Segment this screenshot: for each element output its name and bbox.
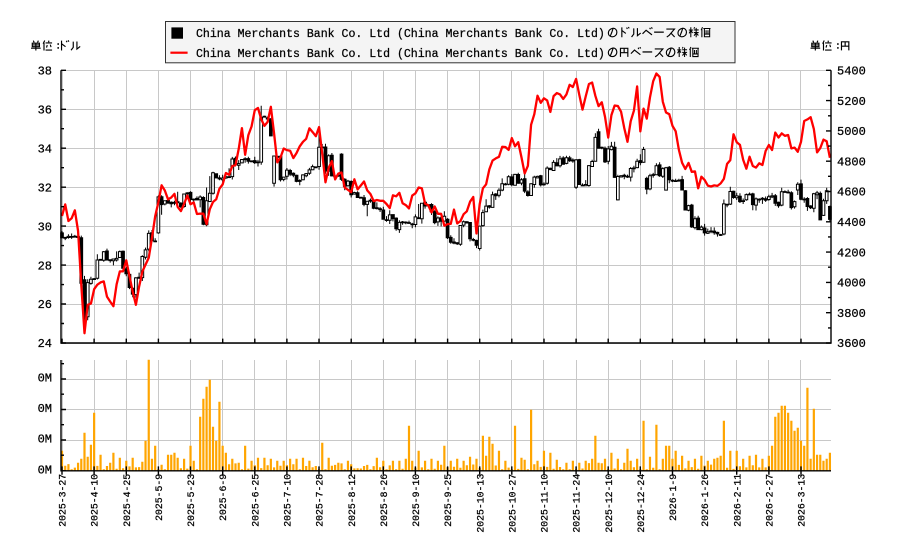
- svg-text:China Merchants Bank Co. Ltd (: China Merchants Bank Co. Ltd (China Merc…: [196, 48, 605, 61]
- svg-text:32: 32: [38, 181, 52, 195]
- svg-text:2025-11-10: 2025-11-10: [540, 474, 551, 533]
- svg-text:2025-10-27: 2025-10-27: [507, 474, 518, 533]
- svg-text:4800: 4800: [837, 155, 866, 169]
- svg-text:2026-1-26: 2026-1-26: [700, 474, 711, 527]
- svg-text:0M: 0M: [38, 372, 52, 386]
- svg-text:4400: 4400: [837, 216, 866, 230]
- svg-text:0M: 0M: [38, 402, 52, 416]
- svg-text:4600: 4600: [837, 186, 866, 200]
- svg-text:26: 26: [38, 298, 52, 312]
- svg-text:2025-9-10: 2025-9-10: [411, 474, 422, 527]
- svg-text:2026-2-27: 2026-2-27: [765, 474, 776, 527]
- svg-text:2025-9-25: 2025-9-25: [443, 474, 454, 527]
- svg-text:2025-4-25: 2025-4-25: [122, 474, 133, 527]
- svg-text:30: 30: [38, 220, 52, 234]
- svg-text:2026-1-9: 2026-1-9: [668, 474, 679, 521]
- svg-text:3800: 3800: [837, 307, 866, 321]
- svg-text:2025-12-24: 2025-12-24: [636, 474, 647, 533]
- svg-text:2026-3-13: 2026-3-13: [797, 474, 808, 527]
- svg-text:34: 34: [38, 142, 52, 156]
- svg-text:3600: 3600: [837, 337, 866, 351]
- svg-text:36: 36: [38, 104, 52, 118]
- svg-text:2025-8-12: 2025-8-12: [347, 474, 358, 527]
- svg-text:2025-8-26: 2025-8-26: [379, 474, 390, 527]
- svg-text:2025-7-10: 2025-7-10: [283, 474, 294, 527]
- svg-text:28: 28: [38, 259, 52, 273]
- svg-text:5000: 5000: [837, 125, 866, 139]
- svg-text:2026-2-11: 2026-2-11: [732, 474, 743, 527]
- svg-text:2025-11-24: 2025-11-24: [572, 474, 583, 533]
- svg-text:2025-6-25: 2025-6-25: [250, 474, 261, 527]
- svg-text:2025-5-9: 2025-5-9: [154, 474, 165, 521]
- svg-text:38: 38: [38, 65, 52, 79]
- svg-text:5200: 5200: [837, 95, 866, 109]
- svg-text:2025-3-27: 2025-3-27: [58, 474, 69, 527]
- svg-text:0M: 0M: [38, 433, 52, 447]
- svg-text:4000: 4000: [837, 277, 866, 291]
- svg-text:2025-7-28: 2025-7-28: [315, 474, 326, 527]
- svg-text:2025-4-10: 2025-4-10: [90, 474, 101, 527]
- svg-text:2025-12-10: 2025-12-10: [604, 474, 615, 533]
- svg-text:2025-6-9: 2025-6-9: [218, 474, 229, 521]
- svg-text:China Merchants Bank Co. Ltd (: China Merchants Bank Co. Ltd (China Merc…: [196, 28, 605, 41]
- svg-text:4200: 4200: [837, 246, 866, 260]
- svg-text:5400: 5400: [837, 65, 866, 79]
- svg-text:2025-5-23: 2025-5-23: [186, 474, 197, 527]
- svg-text:24: 24: [38, 337, 52, 351]
- svg-text:0M: 0M: [38, 464, 52, 478]
- svg-text:2025-10-13: 2025-10-13: [475, 474, 486, 533]
